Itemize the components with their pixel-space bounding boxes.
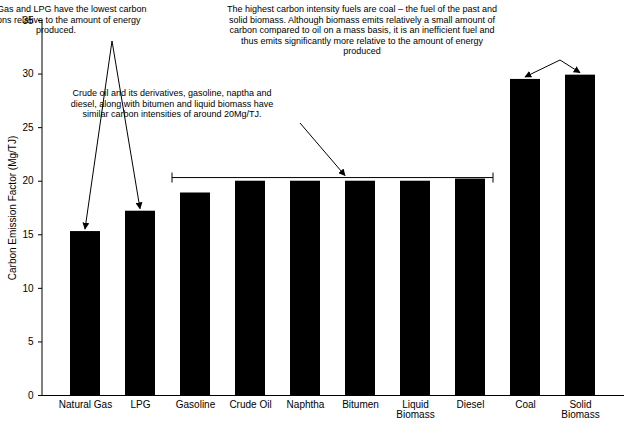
svg-text:Diesel: Diesel [457, 399, 485, 410]
svg-text:20: 20 [22, 175, 34, 186]
svg-text:Gasoline: Gasoline [176, 399, 216, 410]
svg-text:Natural Gas: Natural Gas [59, 399, 112, 410]
svg-text:0: 0 [28, 390, 34, 401]
svg-text:SolidBiomass: SolidBiomass [561, 399, 599, 420]
svg-text:5: 5 [28, 336, 34, 347]
svg-text:10: 10 [22, 283, 34, 294]
svg-text:15: 15 [22, 229, 34, 240]
svg-text:LiquidBiomass: LiquidBiomass [396, 399, 434, 420]
svg-text:Crude Oil: Crude Oil [229, 399, 271, 410]
svg-text:30: 30 [22, 68, 34, 79]
svg-text:Crude oil and its derivatives,: Crude oil and its derivatives, gasoline,… [71, 88, 274, 119]
svg-text:25: 25 [22, 122, 34, 133]
svg-text:Bitumen: Bitumen [342, 399, 379, 410]
svg-text:Natural Gas and LPG have the l: Natural Gas and LPG have the lowest carb… [0, 4, 147, 35]
svg-text:LPG: LPG [130, 399, 150, 410]
svg-text:Naphtha: Naphtha [287, 399, 325, 410]
svg-text:The highest carbon intensity f: The highest carbon intensity fuels are c… [227, 4, 497, 56]
svg-text:Coal: Coal [515, 399, 536, 410]
svg-text:Carbon Emission Factor (Mg/TJ): Carbon Emission Factor (Mg/TJ) [7, 136, 18, 280]
